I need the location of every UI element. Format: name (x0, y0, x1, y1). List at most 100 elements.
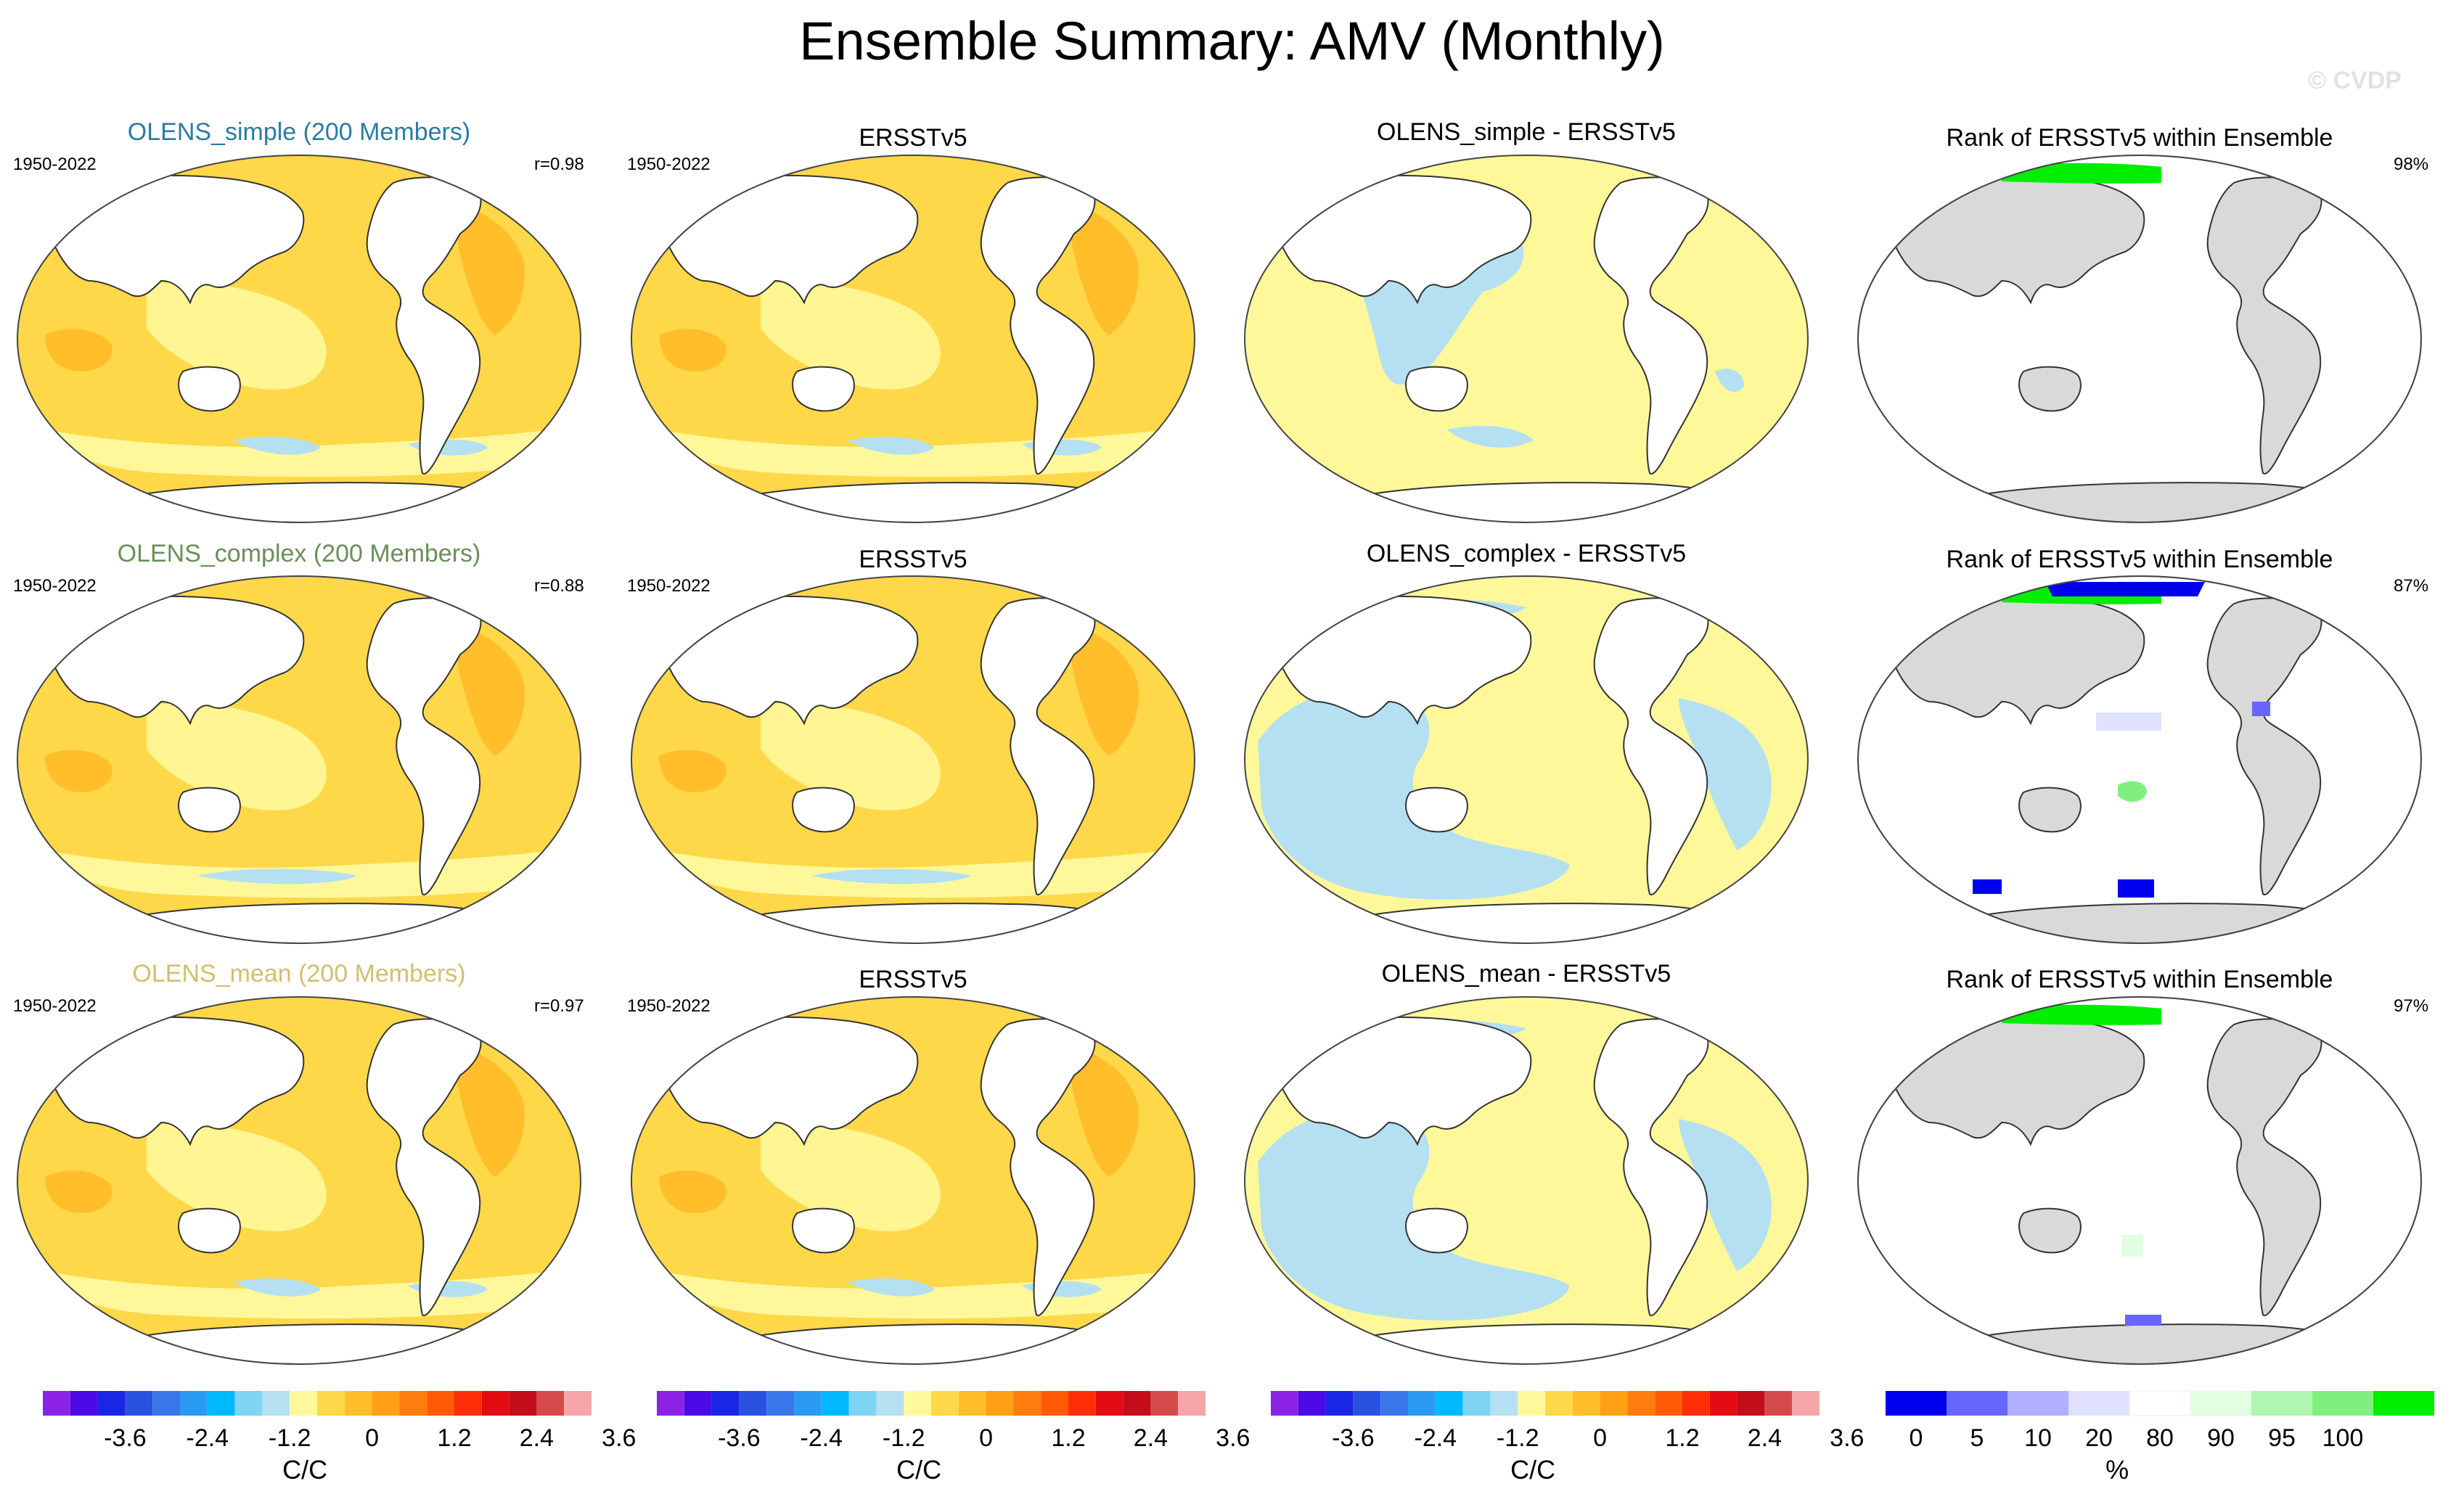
colorbar-swatch (2129, 1390, 2191, 1416)
colorbar-swatch (344, 1391, 372, 1416)
model-title: OLENS_simple (200 Members) (127, 118, 471, 146)
cool-anomaly (1715, 369, 1744, 393)
map-border (1244, 155, 1809, 523)
coastline-greenland (1093, 1008, 1143, 1048)
colorbar-swatch (1178, 1391, 1206, 1416)
colorbar-tick-label: 1.2 (437, 1424, 472, 1452)
colorbar-tick-label: 0 (979, 1424, 994, 1452)
model-title: OLENS_complex (200 Members) (117, 540, 481, 567)
colorbar-swatch (1353, 1391, 1381, 1416)
arctic-high-rank (2002, 163, 2161, 184)
coastline-eurasia (1274, 175, 1532, 305)
southern-cool (234, 436, 321, 455)
colorbar-tick-label: -2.4 (1414, 1424, 1457, 1452)
colorbar-swatch (317, 1391, 345, 1416)
map-border (1857, 155, 2422, 523)
coastline-americas (2206, 1018, 2322, 1316)
difference-map (1244, 996, 1809, 1365)
colorbar-swatch (180, 1391, 208, 1416)
colorbar-swatch (2190, 1391, 2251, 1416)
page-title: Ensemble Summary: AMV (Monthly) (799, 11, 1665, 71)
indian-warm (659, 1170, 726, 1213)
map-border (17, 155, 581, 523)
obs-sst-map (631, 996, 1195, 1365)
coastline-eurasia (47, 596, 305, 726)
colorbar-swatch (70, 1391, 98, 1416)
coastline-americas (980, 176, 1096, 475)
model-title: OLENS_mean (200 Members) (132, 960, 466, 988)
colorbar-swatch (1435, 1391, 1463, 1416)
coastline-australia (178, 1207, 241, 1254)
cool-anomaly (1679, 1119, 1772, 1271)
colorbar-swatch (454, 1391, 482, 1416)
coastline-australia (1405, 787, 1468, 833)
low-rank (2252, 702, 2270, 716)
coastline-americas (2206, 597, 2322, 895)
cool-anomaly (1446, 426, 1534, 448)
coastline-greenland (2320, 587, 2370, 628)
rank-percent: 87% (2394, 576, 2429, 596)
colorbar-swatch (1271, 1391, 1298, 1416)
obs-title: ERSSTv5 (859, 546, 967, 573)
colorbar-tick-label: 5 (1970, 1424, 1984, 1452)
colorbar-swatch (848, 1391, 877, 1416)
correlation-label: r=0.88 (534, 576, 584, 596)
colorbar-swatch (1380, 1391, 1408, 1416)
colorbar-swatch (958, 1391, 986, 1416)
colorbar-swatch (986, 1391, 1014, 1416)
colorbar-swatch (904, 1391, 931, 1416)
colorbar-unit: C/C (1510, 1455, 1556, 1485)
colorbar-tick-label: -1.2 (1496, 1424, 1539, 1452)
pale-patch (761, 282, 941, 390)
period-label: 1950-2022 (627, 996, 711, 1016)
pale-patch (761, 702, 941, 810)
coastline-eurasia (661, 1017, 919, 1146)
coastline-greenland (2320, 166, 2370, 207)
colorbar-swatch (876, 1391, 904, 1416)
coastline-australia (178, 366, 241, 412)
coastline-americas (2206, 176, 2322, 475)
colorbar-swatch (97, 1391, 126, 1416)
colorbar-swatch (290, 1391, 317, 1416)
colorbar-swatch (125, 1391, 153, 1416)
watermark: © CVDP (2308, 67, 2402, 94)
map-border (631, 155, 1195, 523)
atlantic-warm (456, 625, 525, 756)
colorbar-swatch (2373, 1391, 2434, 1416)
indian-warm (45, 329, 112, 372)
sst-colorbar (43, 1391, 592, 1416)
coastline-australia (792, 787, 855, 833)
colorbar-tick-label: -3.6 (1332, 1424, 1375, 1452)
coastline-americas (980, 1018, 1096, 1316)
difference-title: OLENS_mean - ERSSTv5 (1381, 960, 1671, 988)
colorbar-swatch (43, 1391, 70, 1416)
arctic-high-rank (2002, 1004, 2161, 1025)
low-rank (2045, 582, 2205, 596)
obs-sst-map (631, 155, 1195, 523)
colorbar-swatch (509, 1391, 537, 1416)
colorbar-swatch (1764, 1391, 1793, 1416)
colorbar-swatch (821, 1391, 849, 1416)
rank-map (1857, 155, 2422, 523)
colorbar-swatch (1947, 1391, 2007, 1416)
coastline-eurasia (661, 175, 919, 305)
colorbar-tick-label: -1.2 (882, 1424, 925, 1452)
pale-patch (147, 702, 327, 810)
colorbar-swatch (481, 1391, 509, 1416)
coastline-americas (366, 1018, 482, 1316)
coastline-americas (366, 597, 482, 895)
colorbar-swatch (1123, 1391, 1151, 1416)
indian-warm (659, 750, 726, 792)
southern-cool (848, 436, 935, 455)
southern-cool (848, 1278, 935, 1297)
rank-title: Rank of ERSSTv5 within Ensemble (1946, 546, 2333, 573)
coastline-americas (1593, 597, 1709, 895)
rank-title: Rank of ERSSTv5 within Ensemble (1946, 124, 2333, 152)
colorbar-swatch (931, 1391, 959, 1416)
colorbar-tick-label: 0 (1593, 1424, 1608, 1452)
colorbar-swatch (1682, 1391, 1710, 1416)
colorbar-swatch (1298, 1391, 1326, 1416)
coastline-americas (980, 597, 1096, 895)
coastline-australia (2018, 366, 2082, 412)
colorbar-swatch (536, 1391, 565, 1416)
